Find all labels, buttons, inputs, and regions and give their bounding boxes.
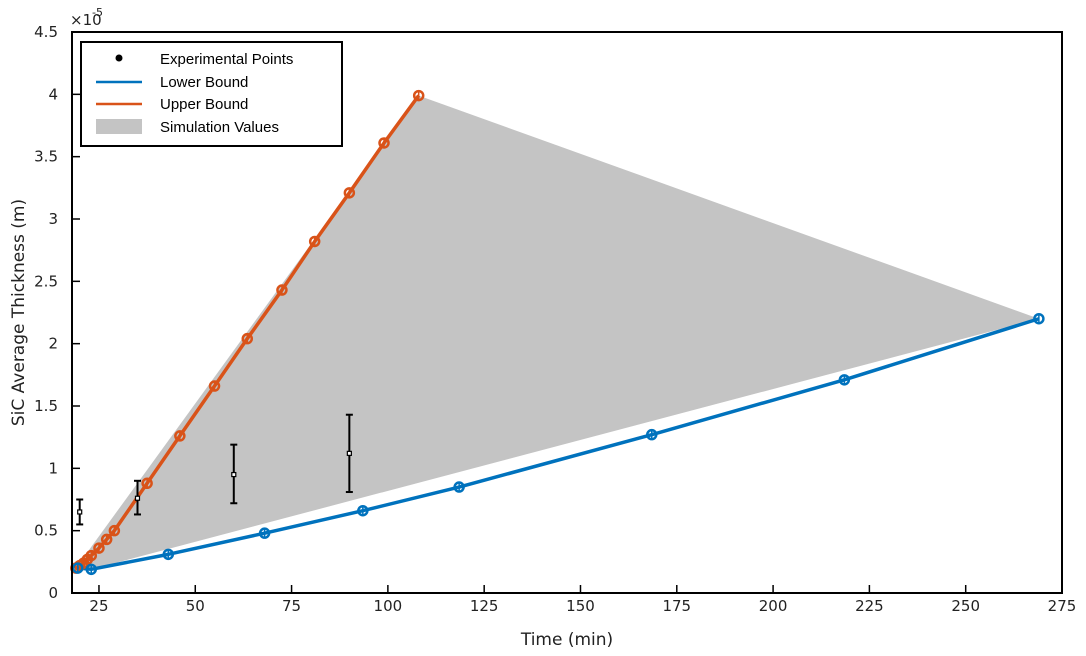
experimental-point [346,450,352,456]
x-tick-label: 200 [759,597,788,615]
x-axis-label: Time (min) [520,630,613,650]
y-tick-label: 1 [48,459,58,477]
legend-experimental-label: Experimental Points [160,51,293,68]
y-axis-label: SiC Average Thickness (m) [9,199,29,426]
experimental-point [231,471,237,478]
x-tick-label: 225 [855,597,884,615]
y-tick-label: 0 [48,584,58,602]
x-axis-ticks: 25 50 75 100 125 150 175 200 225 250 275 [89,585,1076,615]
y-tick-label: 2 [48,335,58,353]
y-tick-label: 4.5 [34,23,58,41]
y-multiplier-base: ×10 [70,11,102,29]
y-tick-label: 0.5 [34,522,58,540]
y-axis-multiplier: ×10 -5 [70,6,103,29]
simulation-region-layer [75,95,1039,570]
x-tick-label: 50 [186,597,205,615]
y-tick-label: 1.5 [34,397,58,415]
legend-experimental-marker [115,54,123,62]
y-tick-label: 3.5 [34,148,58,166]
x-tick-label: 75 [282,597,301,615]
y-axis-ticks: 0 0.5 1 1.5 2 2.5 3 3.5 4 4.5 [34,23,80,602]
experimental-point [77,509,83,515]
legend-lower-label: Lower Bound [160,74,248,91]
y-tick-label: 3 [48,210,58,228]
x-tick-label: 25 [89,597,108,615]
series-markers-layer [70,89,1045,576]
plot-frame [71,31,1063,594]
simulation-region [75,95,1039,570]
x-tick-label: 250 [951,597,980,615]
legend-upper-label: Upper Bound [160,96,248,113]
y-multiplier-exponent: -5 [92,6,103,19]
legend-simulation-swatch [96,119,142,134]
x-tick-label: 150 [566,597,595,615]
x-tick-label: 125 [470,597,499,615]
experimental-points-layer [76,413,353,526]
x-tick-label: 275 [1048,597,1077,615]
y-tick-label: 2.5 [34,272,58,290]
legend: Experimental Points Lower Bound Upper Bo… [80,41,343,147]
x-tick-label: 100 [374,597,403,615]
legend-simulation-label: Simulation Values [160,119,279,136]
experimental-point [134,495,141,501]
x-tick-label: 175 [662,597,691,615]
y-tick-label: 4 [48,85,58,103]
